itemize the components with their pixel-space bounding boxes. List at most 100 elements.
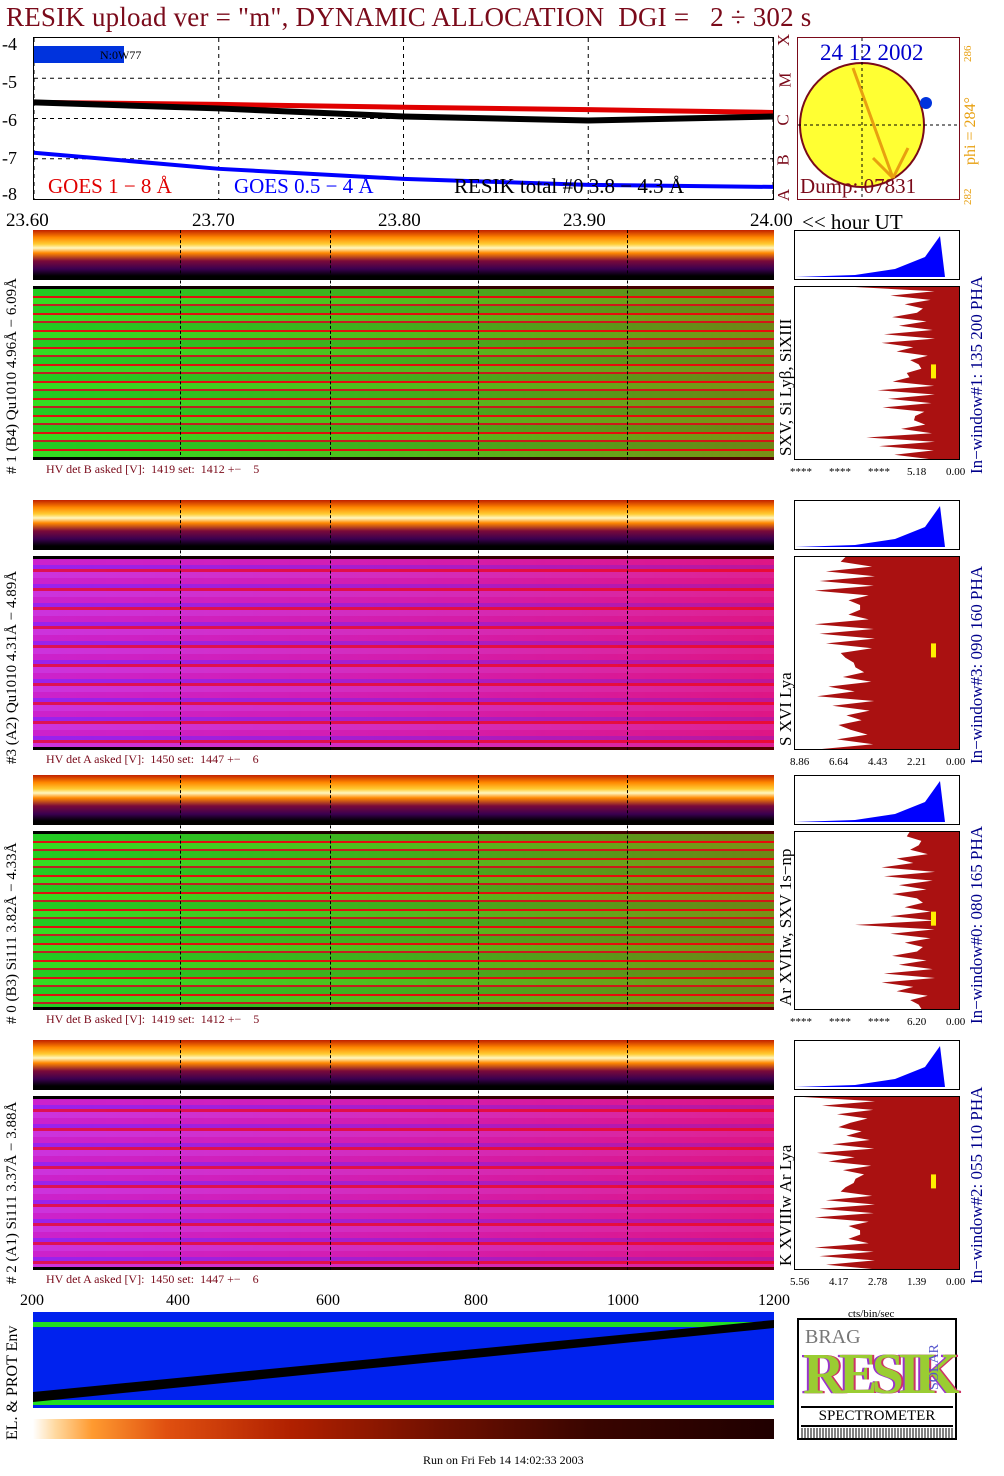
- pha-histogram-plot: [795, 506, 945, 547]
- y-tick-label: -4: [2, 34, 17, 54]
- logo-small-top: BRAG: [805, 1326, 861, 1348]
- logo-main: RESIK: [803, 1341, 959, 1406]
- pha-histogram: [794, 1040, 960, 1090]
- histogram-tick: 2.78: [868, 1276, 888, 1288]
- histogram-tick: ****: [790, 1016, 812, 1028]
- histogram-fill: [814, 557, 959, 749]
- grid-line: [330, 775, 331, 1010]
- pha-histogram: [794, 230, 960, 280]
- grid-line: [478, 1040, 479, 1270]
- channel-tick: 400: [166, 1292, 190, 1309]
- spectrum-histogram: [794, 556, 960, 750]
- pha-curve: [795, 781, 945, 822]
- histogram-tick: 1.39: [907, 1276, 927, 1288]
- spectrum-heatmap: [33, 1096, 774, 1270]
- grid-line: [330, 1040, 331, 1270]
- spectrum-histogram: [794, 831, 960, 1010]
- y-tick-label: -6: [2, 110, 17, 130]
- sun-date: 24 12 2002: [820, 40, 924, 65]
- grid-line: [627, 1040, 628, 1270]
- spectral-lines-label: Ar XVIIw, SXV 1s−np: [776, 848, 795, 1006]
- histogram-tick: 0.00: [946, 756, 966, 768]
- grid-line: [330, 500, 331, 750]
- spectrum-heatmap: [33, 556, 774, 750]
- y-tick-label: -7: [2, 148, 17, 168]
- detector-label: # 1 (B4) Qu1010 4.96Å − 6.09Å: [4, 278, 20, 474]
- noaa-label: N:0W77: [100, 48, 142, 62]
- hv-status: HV det A asked [V]: 1450 set: 1447 +− 6: [46, 1272, 259, 1286]
- grid-line: [478, 500, 479, 750]
- histogram-fill: [855, 287, 959, 459]
- grid-line: [627, 230, 628, 460]
- spectral-lines-label: K XVIIIw Ar Lya: [776, 1144, 795, 1266]
- spectral-lines-label: S XVI Lya: [776, 672, 795, 746]
- window-marker: [931, 1174, 936, 1189]
- env-trend-plot: [33, 1320, 774, 1402]
- spectrum-time-band: [33, 1040, 774, 1090]
- histogram-tick: 8.86: [790, 756, 810, 768]
- pha-histogram: [794, 775, 960, 825]
- histogram-tick: 4.17: [829, 1276, 849, 1288]
- hist-x-label: cts/bin/sec: [848, 1308, 895, 1320]
- env-top-band: [33, 1312, 774, 1320]
- resik-logo: BRAG RESIK SOLAR SPECTROMETER: [797, 1318, 959, 1440]
- hv-status: HV det B asked [V]: 1419 set: 1412 +− 5: [46, 462, 260, 476]
- spectrum-histogram: [794, 286, 960, 460]
- histogram-fill: [855, 832, 959, 1009]
- window-marker: [931, 364, 936, 379]
- sun-disk-plot: [798, 38, 959, 199]
- time-tick: 23.90: [563, 210, 606, 231]
- env-green-band: [33, 1400, 774, 1405]
- pha-histogram: [794, 500, 960, 550]
- grid-line: [180, 775, 181, 1010]
- detector-label: #3 (A2) Qu1010 4.31Å − 4.89Å: [4, 570, 20, 764]
- spectrum-histogram: [794, 1096, 960, 1270]
- time-tick: 23.70: [192, 210, 235, 231]
- sun-arrow: [891, 147, 910, 179]
- histogram-tick: 6.20: [907, 1016, 927, 1028]
- flare-position-dot: [920, 97, 932, 109]
- spectrum-heatmap: [33, 831, 774, 1010]
- spectrum-overlay: [33, 831, 774, 1010]
- logo-fine-print: [801, 1428, 953, 1438]
- histogram-tick: 0.00: [946, 1276, 966, 1288]
- spectral-lines-label: SXV, Si Lyβ, SiXIII: [776, 318, 795, 456]
- grid-line: [478, 230, 479, 460]
- time-tick: 24.00: [750, 210, 793, 231]
- spectrum-time-band: [33, 230, 774, 280]
- logo-bottom: SPECTROMETER: [801, 1406, 953, 1427]
- class-letter: C: [773, 114, 793, 126]
- y-tick-label: -8: [2, 184, 17, 204]
- class-letter: B: [773, 154, 793, 166]
- goes-lightcurve-plot: [34, 38, 773, 199]
- phi-top: 286: [962, 45, 974, 63]
- histogram-tick: ****: [829, 1016, 851, 1028]
- channel-tick: 1200: [758, 1292, 790, 1309]
- detector-label: # 2 (A1) Si111 3.37Å − 3.88Å: [4, 1101, 20, 1284]
- in-window-label: In−window#2: 055 110 PHA: [967, 1086, 986, 1284]
- page-title: RESIK upload ver = "m", DYNAMIC ALLOCATI…: [6, 2, 812, 32]
- env-green-band: [33, 1322, 774, 1327]
- series-line: [34, 150, 773, 189]
- in-window-label: In−window#1: 135 200 PHA: [967, 275, 986, 474]
- histogram-fill: [803, 1097, 959, 1269]
- pha-curve: [795, 506, 945, 547]
- class-letter: A: [774, 188, 794, 202]
- time-tick: 23.60: [6, 210, 49, 231]
- spectrum-heatmap: [33, 286, 774, 460]
- hv-status: HV det A asked [V]: 1450 set: 1447 +− 6: [46, 752, 259, 766]
- hv-status: HV det B asked [V]: 1419 set: 1412 +− 5: [46, 1012, 260, 1026]
- env-label: EL. & PROT Env: [4, 1325, 21, 1440]
- grid-line: [627, 500, 628, 750]
- time-tick: 23.80: [378, 210, 421, 231]
- spectrum-time-band: [33, 500, 774, 550]
- class-letter: M: [775, 72, 795, 88]
- legend-goes-05-4: GOES 0.5 − 4 Å: [234, 174, 374, 198]
- pha-curve: [795, 1046, 945, 1087]
- histogram-plot: [814, 557, 959, 749]
- phi-bottom: 282: [962, 188, 974, 206]
- sun-axis: [851, 67, 895, 179]
- series-line: [34, 99, 773, 124]
- in-window-label: In−window#0: 080 165 PHA: [967, 825, 986, 1024]
- channel-tick: 200: [20, 1292, 44, 1309]
